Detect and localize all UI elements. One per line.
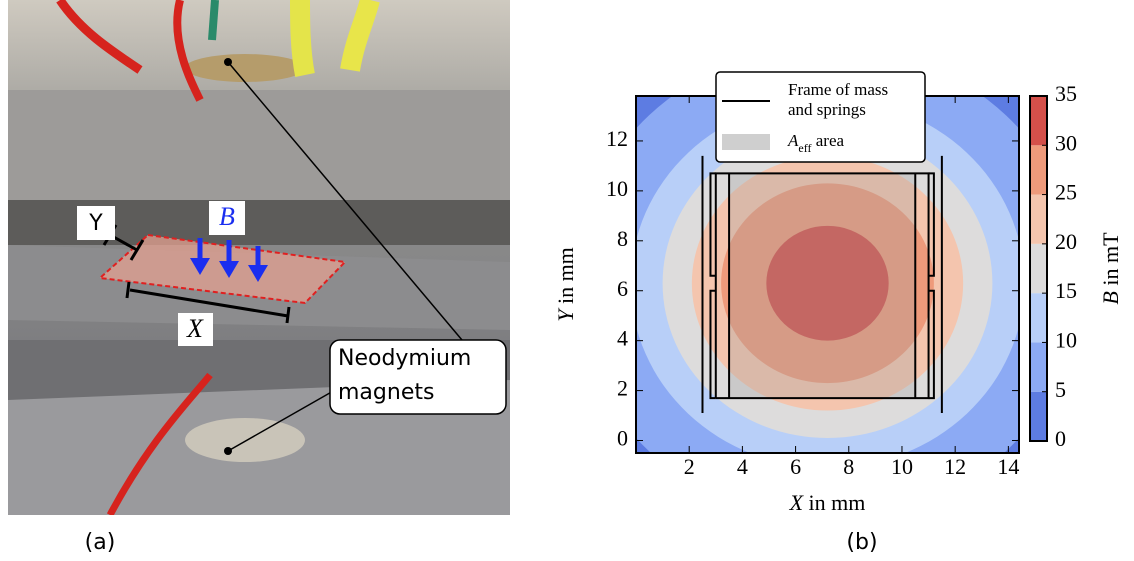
- x-tick-label: 14: [997, 454, 1019, 479]
- colorbar-band: [1030, 145, 1047, 194]
- legend-swatch: [722, 134, 770, 150]
- colorbar-tick-label: 20: [1055, 229, 1077, 254]
- aeff-area: [729, 173, 915, 398]
- axis-unit: in mm: [803, 490, 865, 515]
- colorbar-band: [1030, 244, 1047, 293]
- axis-unit: in mm: [553, 247, 578, 309]
- x-axis-label: X in mm: [789, 490, 866, 515]
- x-tick-label: 6: [790, 454, 801, 479]
- annotation-b: B: [219, 202, 235, 231]
- legend-label-part: A: [787, 131, 799, 150]
- colorbar-tick-label: 35: [1055, 81, 1077, 106]
- y-tick-label: 8: [617, 226, 628, 251]
- y-tick-label: 12: [606, 126, 628, 151]
- caption: (b): [846, 530, 877, 555]
- y-tick-label: 10: [606, 176, 628, 201]
- colorbar-tick-label: 30: [1055, 130, 1077, 155]
- colorbar-band: [1030, 293, 1047, 342]
- y-tick-label: 2: [617, 376, 628, 401]
- legend-label-part: eff: [798, 141, 811, 155]
- axis-symbol: B: [1098, 291, 1123, 304]
- y-tick-label: 4: [617, 326, 628, 351]
- colorbar-band: [1030, 342, 1047, 391]
- x-tick-label: 2: [684, 454, 695, 479]
- x-tick-label: 12: [944, 454, 966, 479]
- colorbar-tick-label: 10: [1055, 327, 1077, 352]
- figure: Y B X Neodymiummagnets (a) (b) 2 4 6 8 10 12 1…: [0, 0, 1134, 561]
- caption: (a): [85, 530, 116, 555]
- colorbar-band: [1030, 195, 1047, 244]
- colorbar-tick-label: 0: [1055, 426, 1066, 451]
- x-tick-label: 10: [891, 454, 913, 479]
- axis-unit: in mT: [1098, 232, 1123, 291]
- colorbar-tick-label: 25: [1055, 180, 1077, 205]
- y-tick-label: 0: [617, 426, 628, 451]
- colorbar-tick-label: 15: [1055, 278, 1077, 303]
- x-tick-label: 4: [737, 454, 748, 479]
- colorbar-tick-label: 5: [1055, 377, 1066, 402]
- annotation-x: X: [186, 314, 204, 343]
- y-axis-label: Y in mm: [553, 247, 578, 322]
- legend-label-part: area: [812, 131, 845, 150]
- colorbar-label: B in mT: [1098, 232, 1123, 305]
- colorbar-band: [1030, 392, 1047, 441]
- annotation-y: Y: [88, 211, 103, 236]
- colorbar-band: [1030, 96, 1047, 145]
- x-tick-label: 8: [843, 454, 854, 479]
- y-tick-label: 6: [617, 276, 628, 301]
